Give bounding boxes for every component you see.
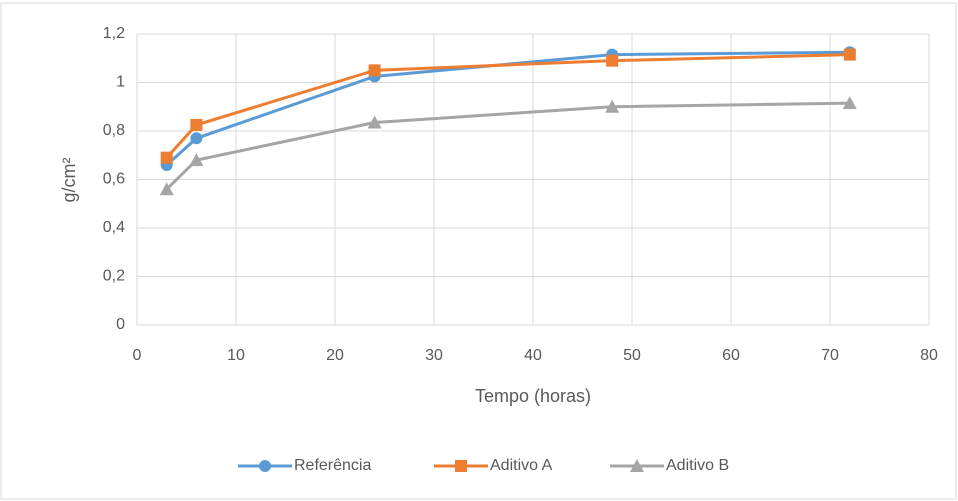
y-tick-label: 0,4 — [103, 219, 125, 236]
y-tick-label: 0,8 — [103, 122, 125, 139]
marker — [843, 48, 856, 61]
legend-label: Aditivo B — [666, 457, 729, 474]
marker — [190, 132, 203, 145]
x-tick-label: 10 — [227, 347, 245, 364]
legend-label: Aditivo A — [490, 457, 553, 474]
y-tick-label: 1 — [116, 74, 125, 91]
x-tick-label: 80 — [920, 347, 938, 364]
x-tick-label: 0 — [133, 347, 142, 364]
y-axis-label: g/cm² — [59, 157, 79, 202]
marker — [189, 153, 204, 167]
marker — [605, 99, 620, 113]
marker — [842, 96, 857, 110]
x-tick-label: 20 — [326, 347, 344, 364]
marker — [259, 460, 271, 472]
x-tick-label: 60 — [722, 347, 740, 364]
marker — [368, 64, 381, 77]
marker — [160, 151, 173, 164]
x-tick-label: 30 — [425, 347, 443, 364]
x-tick-label: 50 — [623, 347, 641, 364]
legend-label: Referência — [294, 457, 371, 474]
y-tick-label: 0 — [116, 316, 125, 333]
y-tick-label: 1,2 — [103, 25, 125, 42]
x-tick-label: 70 — [821, 347, 839, 364]
y-tick-label: 0,2 — [103, 268, 125, 285]
marker — [630, 459, 644, 472]
marker — [606, 54, 619, 67]
marker — [159, 182, 174, 196]
x-axis-label: Tempo (horas) — [475, 386, 591, 406]
marker — [190, 118, 203, 131]
y-tick-label: 0,6 — [103, 171, 125, 188]
marker — [455, 460, 467, 472]
x-tick-label: 40 — [524, 347, 542, 364]
marker — [367, 115, 382, 129]
